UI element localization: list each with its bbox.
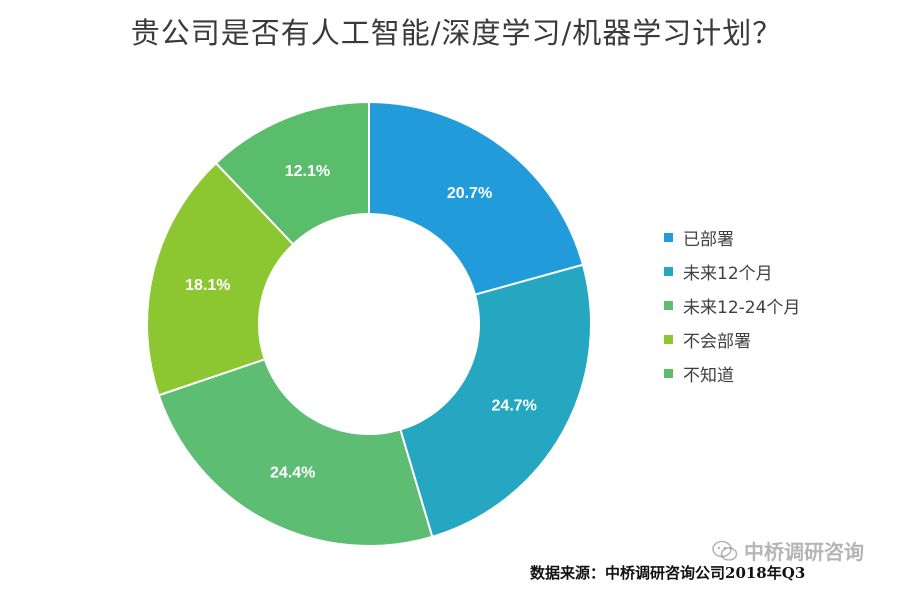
source-note: 数据来源：中桥调研咨询公司2018年Q3	[530, 564, 806, 582]
donut-slice-4	[146, 161, 295, 397]
legend-swatch	[664, 334, 673, 344]
legend-swatch	[664, 368, 673, 378]
legend-label: 未来12-24个月	[683, 297, 801, 318]
legend-item-5: 不知道	[664, 356, 800, 390]
slice-label-1: 20.7%	[447, 185, 492, 202]
legend-item-4: 不会部署	[664, 322, 800, 356]
legend-swatch	[664, 232, 673, 242]
slice-label-4: 18.1%	[185, 277, 230, 294]
slice-label-3: 24.4%	[270, 464, 315, 481]
slice-label-2: 24.7%	[492, 397, 537, 414]
donut-slice-2	[399, 263, 592, 539]
wechat-icon	[712, 540, 738, 561]
legend-item-1: 已部署	[664, 220, 800, 254]
legend-swatch	[664, 266, 673, 276]
legend-label: 不知道	[683, 365, 734, 386]
chart-legend: 已部署未来12个月未来12-24个月 不会部署不知道	[664, 220, 800, 390]
legend-item-3: 未来12-24个月	[664, 288, 800, 322]
legend-swatch	[664, 300, 673, 310]
legend-item-2: 未来12个月	[664, 254, 800, 288]
chart-title: 贵公司是否有人工智能/深度学习/机器学习计划？	[130, 16, 783, 50]
donut-slice-5	[214, 100, 370, 246]
watermark-text: 中桥调研咨询	[744, 540, 864, 564]
slice-label-5: 12.1%	[285, 163, 330, 180]
watermark: 中桥调研咨询	[712, 536, 864, 565]
donut-slice-1	[368, 100, 585, 296]
legend-label: 未来12个月	[683, 263, 773, 284]
donut-slice-3	[157, 358, 434, 547]
legend-label: 已部署	[683, 229, 734, 250]
legend-label: 不会部署	[683, 331, 751, 352]
